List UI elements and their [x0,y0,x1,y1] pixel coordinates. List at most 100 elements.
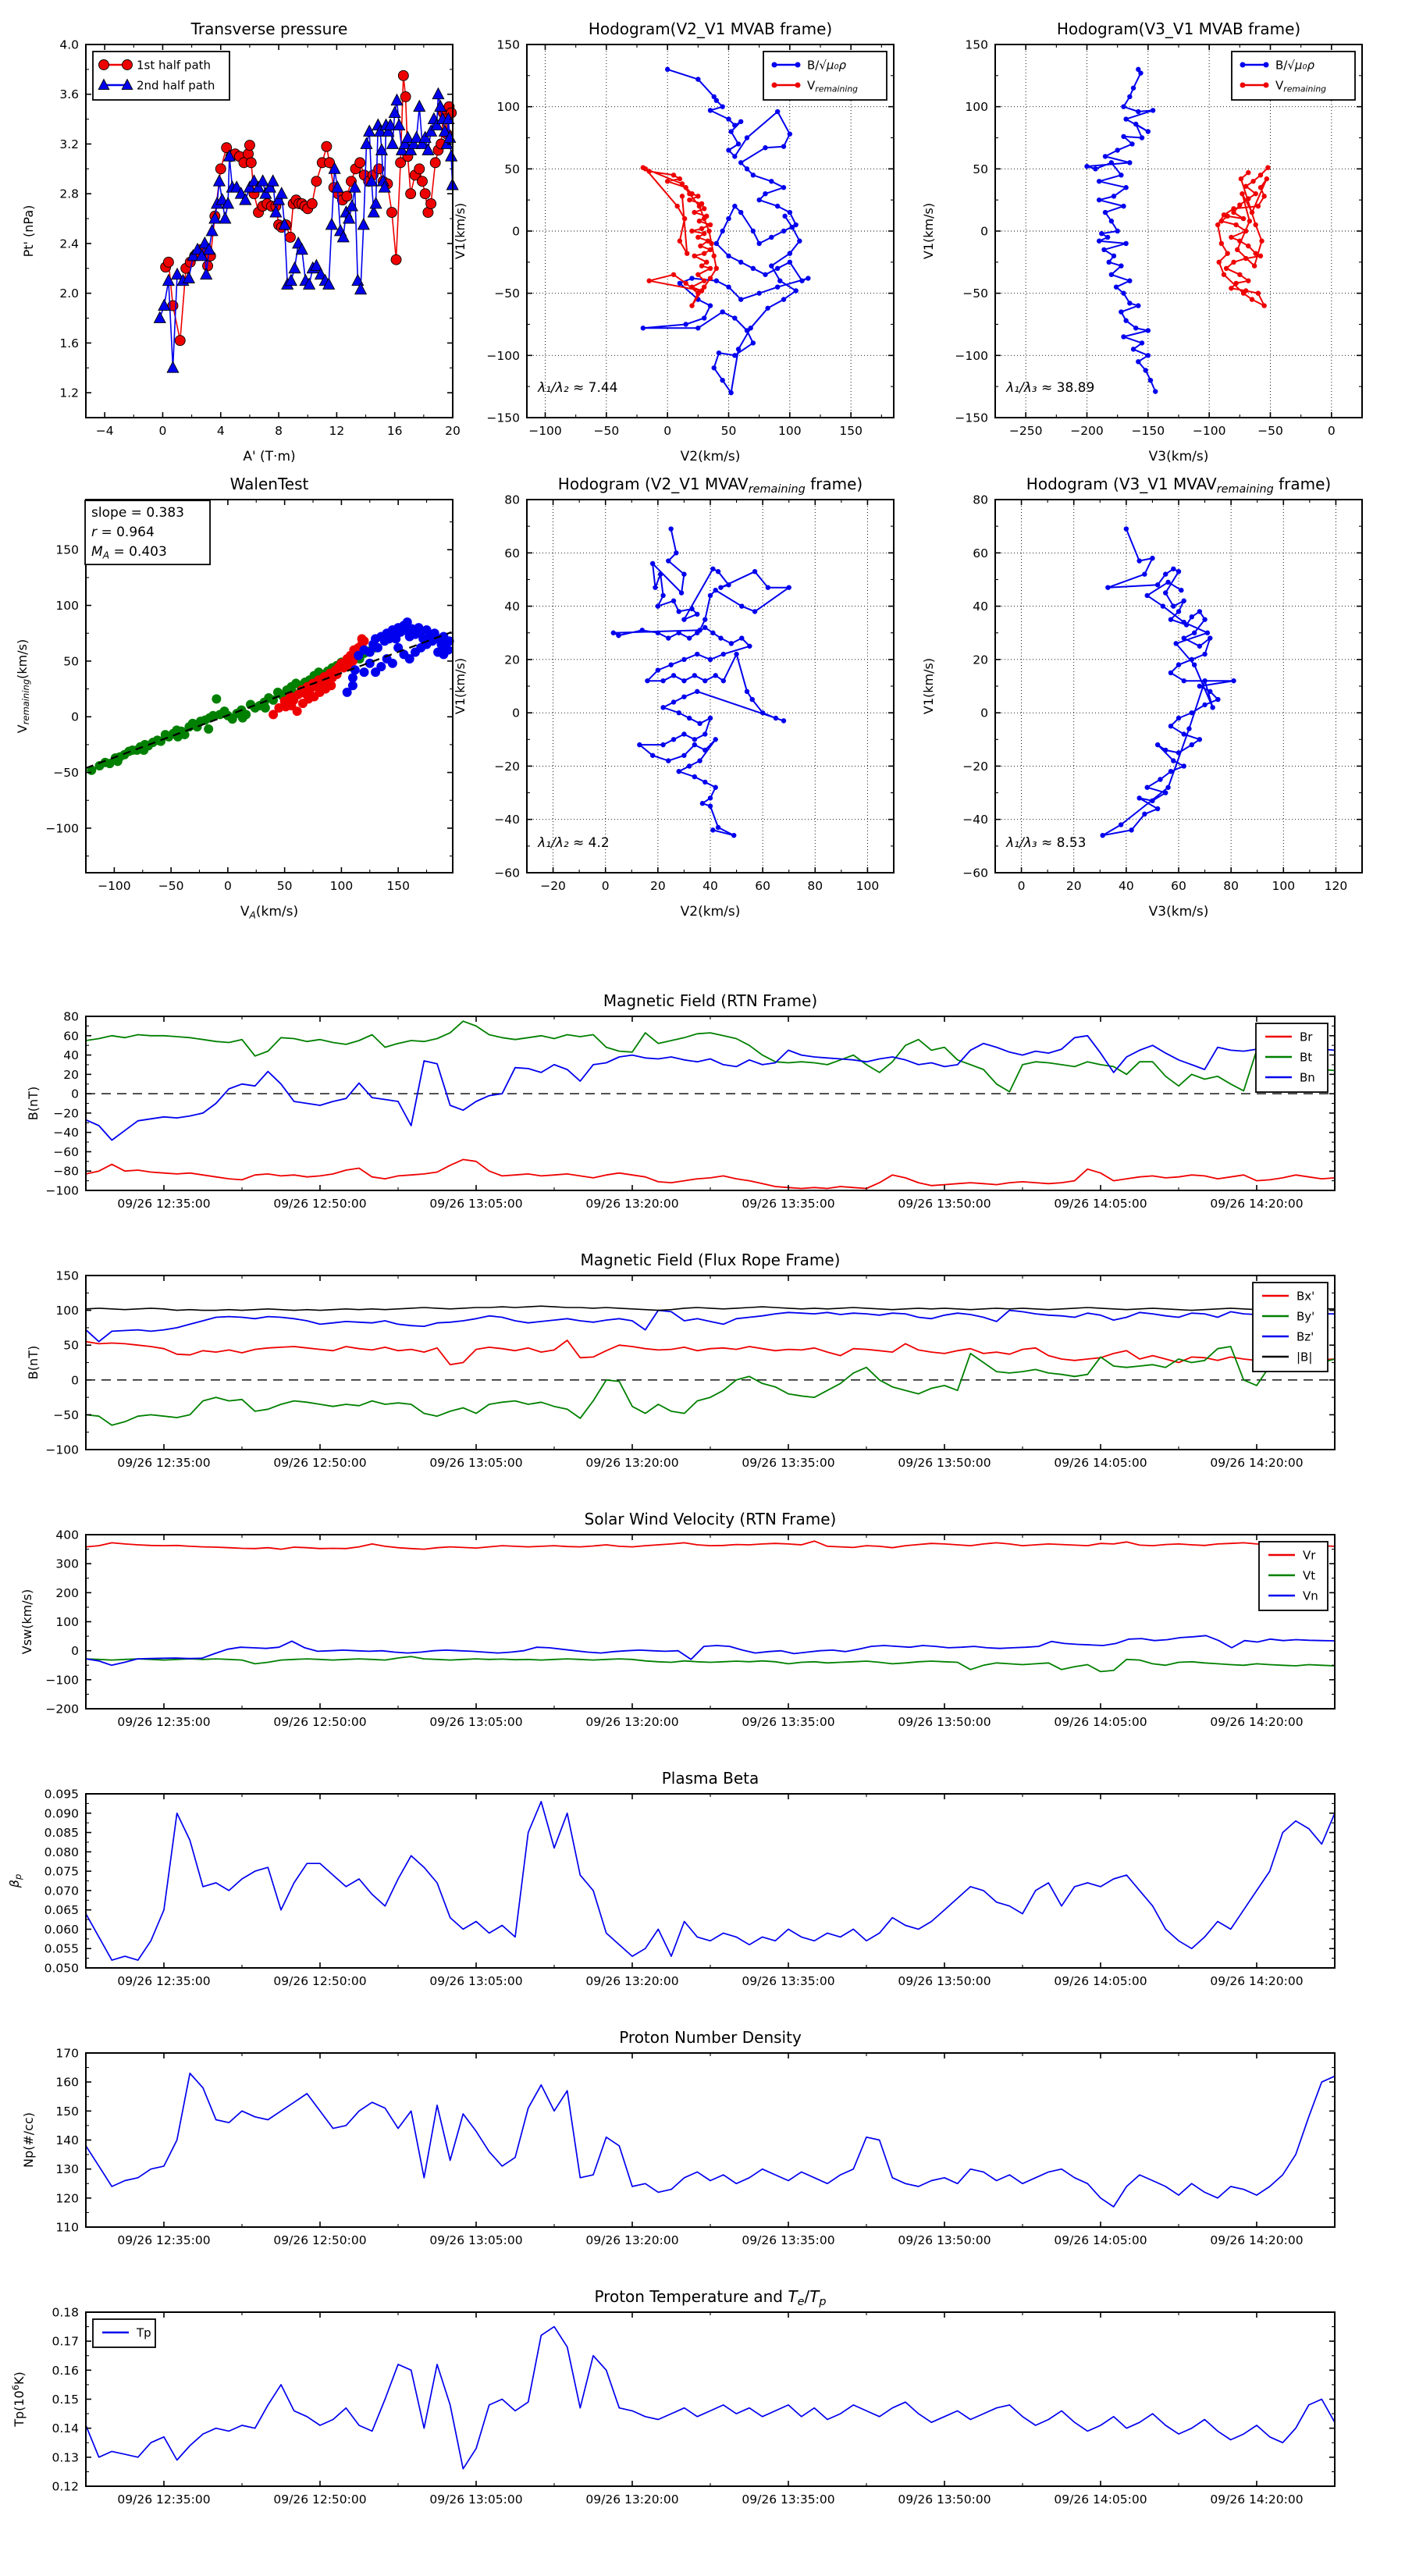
panel-proton-number-density: 09/26 12:35:00 09/26 12:50:00 09/26 13:05:… [0,2008,1405,2268]
svg-text:09/26 12:35:00: 09/26 12:35:00 [117,2233,210,2247]
svg-text:1st half path: 1st half path [137,59,211,73]
svg-text:Bn: Bn [1300,1071,1315,1085]
svg-text:−150: −150 [486,411,520,425]
svg-text:0: 0 [512,706,520,720]
svg-text:0.090: 0.090 [44,1806,79,1820]
svg-text:09/26 13:50:00: 09/26 13:50:00 [898,1456,991,1470]
svg-text:2.8: 2.8 [59,187,79,201]
svg-text:09/26 12:50:00: 09/26 12:50:00 [273,1197,366,1211]
svg-text:Vt: Vt [1303,1569,1315,1583]
svg-text:Hodogram (V3_V1 MVAVremaining: Hodogram (V3_V1 MVAVremaining frame) [1026,475,1331,496]
svg-text:50: 50 [63,654,79,668]
svg-text:100: 100 [778,424,802,438]
svg-text:V3(km/s): V3(km/s) [1149,904,1209,920]
panel-hodogram-v3v1-mvab: −250 −200 −150 −100 −50 0 −150 −100 −50 0 50 100 150… [909,0,1378,488]
svg-text:0.060: 0.060 [44,1923,79,1937]
svg-text:09/26 12:35:00: 09/26 12:35:00 [117,1197,210,1211]
panel-plasma-beta: 09/26 12:35:00 09/26 12:50:00 09/26 13:05:… [0,1749,1405,2008]
svg-text:150: 150 [386,879,410,893]
svg-text:Tp: Tp [136,2326,151,2340]
svg-text:−150: −150 [955,411,988,425]
svg-text:V2(km/s): V2(km/s) [681,904,741,920]
svg-text:150: 150 [55,2105,79,2119]
svg-text:Hodogram(V3_V1 MVAB frame): Hodogram(V3_V1 MVAB frame) [1057,20,1300,38]
svg-text:Proton Temperature and Te/Tp: Proton Temperature and Te/Tp [594,2287,826,2308]
svg-text:100: 100 [965,100,988,114]
panel-hodogram-v2v1-mvab: −100 −50 0 50 100 150 −150 −100 −50 0 50 100 150 Hodo… [441,0,909,488]
svg-text:Br: Br [1300,1030,1313,1044]
svg-text:09/26 12:35:00: 09/26 12:35:00 [117,1974,210,1988]
svg-text:09/26 13:35:00: 09/26 13:35:00 [742,1715,834,1729]
svg-text:Bt: Bt [1300,1051,1312,1065]
svg-text:60: 60 [755,879,770,893]
svg-text:−100: −100 [45,1673,79,1687]
svg-text:−250: −250 [1009,424,1043,438]
svg-text:100: 100 [55,1304,79,1318]
svg-text:50: 50 [504,162,520,176]
panel-magnetic-field-flux-rope: 09/26 12:35:00 09/26 12:50:00 09/26 13:05:… [0,1231,1405,1490]
svg-text:VA(km/s): VA(km/s) [240,904,298,920]
svg-text:−20: −20 [962,760,988,774]
svg-text:B(nT): B(nT) [26,1346,41,1379]
svg-text:−80: −80 [53,1165,79,1179]
svg-text:0: 0 [159,424,167,438]
svg-text:0.065: 0.065 [44,1903,79,1917]
svg-text:09/26 13:35:00: 09/26 13:35:00 [742,2233,834,2247]
svg-text:Bx': Bx' [1297,1290,1314,1304]
svg-text:λ₁/λ₃ ≈ 8.53: λ₁/λ₃ ≈ 8.53 [1005,835,1086,851]
svg-text:09/26 13:20:00: 09/26 13:20:00 [585,2233,678,2247]
svg-text:Vremaining(km/s): Vremaining(km/s) [15,639,31,733]
svg-text:100: 100 [55,599,79,613]
svg-text:λ₁/λ₂ ≈ 7.44: λ₁/λ₂ ≈ 7.44 [537,380,617,396]
svg-text:09/26 14:05:00: 09/26 14:05:00 [1054,1974,1147,1988]
svg-text:−40: −40 [494,813,520,827]
svg-text:Vsw(km/s): Vsw(km/s) [20,1589,34,1654]
svg-text:50: 50 [63,1339,79,1353]
svg-text:0.14: 0.14 [52,2421,79,2435]
panel-proton-temperature: 09/26 12:35:00 09/26 12:50:00 09/26 13:05:… [0,2268,1405,2527]
svg-text:09/26 13:50:00: 09/26 13:50:00 [898,1197,991,1211]
svg-text:0: 0 [663,424,671,438]
svg-text:−60: −60 [494,866,520,881]
panel-hodogram-v2v1-mvav: −20 0 20 40 60 80 100 −60 −40 −20 0 20 40 60 80 Hodogra… [441,455,909,943]
svg-text:20: 20 [1066,879,1082,893]
svg-text:09/26 14:20:00: 09/26 14:20:00 [1210,2233,1303,2247]
svg-text:Vremaining: Vremaining [1275,79,1326,94]
svg-text:80: 80 [1223,879,1239,893]
svg-text:0.16: 0.16 [52,2364,79,2378]
svg-text:09/26 13:20:00: 09/26 13:20:00 [585,1715,678,1729]
svg-text:0: 0 [512,225,520,239]
svg-text:09/26 12:35:00: 09/26 12:35:00 [117,1715,210,1729]
svg-text:140: 140 [55,2133,79,2147]
svg-text:09/26 13:05:00: 09/26 13:05:00 [429,1456,522,1470]
svg-text:−150: −150 [1132,424,1165,438]
svg-text:20: 20 [650,879,666,893]
svg-text:0.055: 0.055 [44,1942,79,1956]
svg-text:09/26 12:50:00: 09/26 12:50:00 [273,2233,366,2247]
svg-text:−100: −100 [45,1443,79,1457]
svg-text:160: 160 [55,2076,79,2090]
svg-text:2.4: 2.4 [59,237,79,251]
svg-text:−100: −100 [98,879,131,893]
svg-text:Magnetic Field (RTN Frame): Magnetic Field (RTN Frame) [603,991,817,1010]
svg-text:170: 170 [55,2047,79,2061]
svg-text:Magnetic Field (Flux Rope Fram: Magnetic Field (Flux Rope Frame) [581,1251,841,1269]
svg-text:09/26 14:20:00: 09/26 14:20:00 [1210,1456,1303,1470]
svg-text:150: 150 [55,1269,79,1283]
svg-text:−100: −100 [528,424,562,438]
svg-text:r = 0.964: r = 0.964 [91,525,155,540]
svg-text:B/√μ₀ρ: B/√μ₀ρ [1275,59,1314,73]
svg-text:09/26 13:05:00: 09/26 13:05:00 [429,2233,522,2247]
svg-text:−40: −40 [53,1126,79,1140]
svg-text:200: 200 [55,1586,79,1600]
svg-text:400: 400 [55,1528,79,1542]
svg-text:Solar Wind Velocity (RTN Frame: Solar Wind Velocity (RTN Frame) [585,1510,837,1528]
svg-text:Plasma Beta: Plasma Beta [662,1769,759,1788]
svg-text:0: 0 [1328,424,1336,438]
svg-text:slope = 0.383: slope = 0.383 [91,505,184,521]
svg-text:0.18: 0.18 [52,2306,79,2320]
svg-text:A' (T·m): A' (T·m) [243,449,295,464]
svg-text:0: 0 [71,1087,79,1101]
svg-text:Vremaining: Vremaining [807,79,858,94]
svg-text:3.6: 3.6 [59,87,79,101]
